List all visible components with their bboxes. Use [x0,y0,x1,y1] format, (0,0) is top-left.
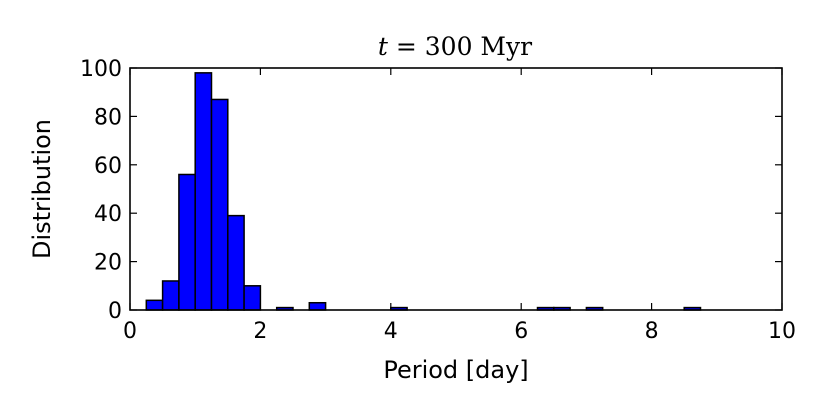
y-tick-label: 20 [94,251,122,276]
x-tick-label: 0 [123,319,137,344]
x-tick-label: 4 [384,319,398,344]
chart-title: t = 300 Myr [378,32,532,61]
y-tick-label: 100 [80,57,122,82]
y-tick-label: 80 [94,105,122,130]
histogram-bar [194,72,213,311]
x-tick-label: 6 [514,319,528,344]
y-tick-label: 0 [108,299,122,324]
y-tick-label: 40 [94,202,122,227]
title-value: 300 [425,32,473,61]
title-equals: = [388,32,425,61]
x-tick-label: 2 [253,319,267,344]
histogram-bar [210,98,229,311]
histogram-bar [308,301,327,311]
x-tick-label: 10 [768,319,796,344]
histogram-bars [145,72,702,311]
histogram-bar [178,173,196,311]
histogram-bar [161,280,180,311]
plot-frame [129,67,783,311]
y-tick-label: 60 [94,154,122,179]
histogram-bar [145,299,164,311]
y-axis-label: Distribution [28,119,56,259]
x-axis-label: Period [day] [383,356,528,384]
histogram-bar [243,285,262,311]
x-tick-label: 8 [645,319,659,344]
histogram-bar [227,214,245,311]
title-unit: Myr [472,32,532,61]
title-variable: t [378,32,389,61]
